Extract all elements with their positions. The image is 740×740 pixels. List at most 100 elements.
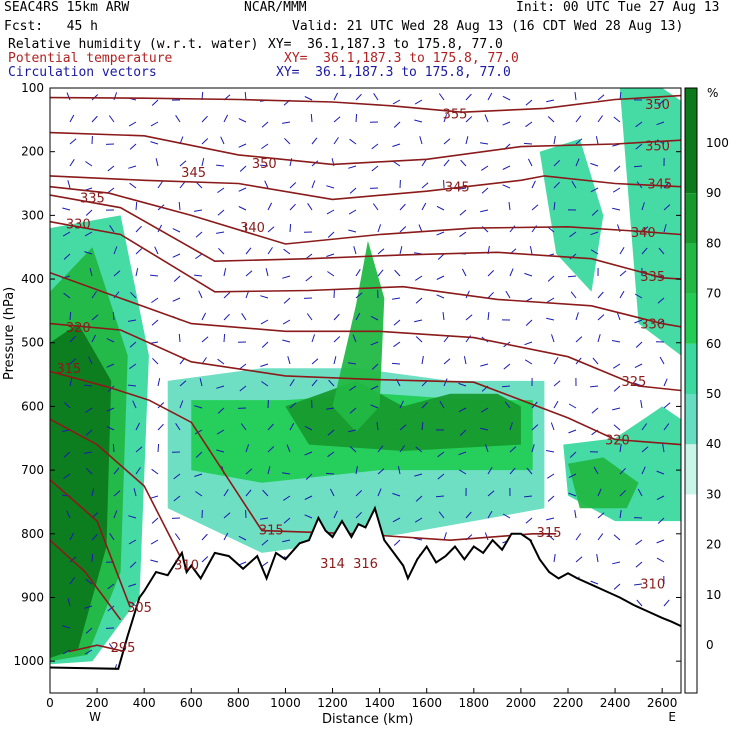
colorbar-bin	[685, 293, 697, 344]
vector-arrow	[484, 532, 489, 541]
vector-arrow	[216, 231, 225, 234]
vector-arrow	[392, 297, 401, 300]
vector-arrow	[641, 446, 649, 453]
vector-arrow	[436, 275, 445, 280]
vector-arrow	[195, 451, 203, 458]
vector-arrow	[265, 268, 269, 277]
vector-arrow	[421, 182, 429, 189]
vector-arrow	[547, 116, 555, 123]
vector-arrow	[311, 137, 318, 145]
theta-label: 335	[80, 192, 105, 207]
vector-arrow	[109, 225, 115, 233]
field-vectors-label: Circulation vectors	[8, 65, 157, 80]
vector-arrow	[393, 539, 401, 546]
vector-arrow	[373, 93, 379, 101]
vector-arrow	[113, 270, 121, 277]
vector-arrow	[129, 363, 137, 370]
vector-arrow	[480, 407, 489, 413]
vector-arrow	[637, 488, 643, 497]
vector-arrow	[663, 224, 667, 233]
vector-arrow	[107, 165, 115, 172]
vector-arrow	[355, 269, 361, 277]
vector-arrow	[267, 226, 275, 233]
vector-arrow	[157, 181, 163, 189]
x-end-label-west: W	[89, 710, 101, 724]
colorbar-tick-label: 30	[706, 487, 721, 501]
vector-arrow	[172, 297, 181, 302]
vector-arrow	[199, 378, 203, 387]
plot-frame	[49, 87, 682, 694]
vector-arrow	[414, 119, 423, 123]
vector-arrow	[62, 429, 71, 432]
vector-arrow	[69, 138, 77, 145]
vector-arrow	[129, 561, 137, 568]
vector-arrow	[568, 473, 577, 479]
vector-arrow	[635, 539, 643, 546]
vector-arrow	[656, 495, 665, 501]
vector-arrow	[619, 444, 622, 453]
vector-arrow	[531, 424, 539, 431]
vector-arrow	[223, 313, 230, 321]
theta-label: 345	[445, 181, 470, 196]
vector-arrow	[443, 335, 450, 343]
vector-arrow	[550, 422, 555, 431]
vector-arrow	[283, 517, 291, 524]
vector-arrow	[547, 473, 555, 479]
theta-isoline-305	[50, 479, 131, 608]
vector-arrow	[421, 356, 424, 365]
terrain-surface-line	[50, 505, 681, 670]
theta-label: 345	[647, 178, 672, 193]
field-rh-label: Relative humidity (w.r.t. water)	[8, 37, 259, 52]
vector-arrow	[129, 182, 137, 189]
vector-arrow	[591, 407, 599, 414]
vector-arrow	[289, 402, 297, 409]
header-init: Init: 00 UTC Tue 27 Aug 13	[516, 0, 720, 15]
vector-arrow	[415, 336, 423, 343]
vector-arrow	[438, 93, 445, 101]
theta-isoline-295	[68, 644, 126, 653]
vector-arrow	[283, 495, 291, 501]
vector-arrow	[415, 275, 423, 281]
vector-arrow	[657, 319, 665, 326]
vector-arrow	[201, 115, 208, 123]
vector-arrow	[201, 312, 207, 321]
vector-arrow	[173, 473, 181, 480]
vector-arrow	[481, 187, 489, 194]
theta-isoline-310	[50, 418, 193, 579]
vector-arrow	[304, 451, 313, 456]
vector-arrow	[633, 165, 643, 168]
vector-arrow	[616, 312, 621, 321]
vector-arrow	[325, 472, 335, 475]
theta-label: 305	[127, 601, 152, 616]
vector-arrow	[487, 291, 494, 299]
vector-arrow	[525, 517, 533, 524]
vector-arrow	[107, 187, 115, 194]
vector-arrow	[283, 297, 291, 304]
vector-arrow	[85, 161, 93, 167]
colorbar-bin	[685, 193, 697, 244]
vector-arrow	[238, 118, 247, 123]
vector-arrow	[505, 290, 511, 299]
vector-arrow	[656, 121, 665, 126]
vector-arrow	[326, 253, 335, 257]
y-tick-label: 600	[21, 399, 44, 413]
vector-arrow	[261, 561, 269, 568]
vector-arrow	[443, 114, 448, 123]
theta-label: 355	[443, 108, 468, 123]
vector-arrow	[304, 96, 313, 101]
vector-arrow	[260, 517, 269, 520]
theta-label: 315	[56, 362, 81, 377]
vector-arrow	[326, 407, 335, 410]
vector-arrow	[223, 532, 229, 541]
vector-arrow	[590, 580, 599, 585]
vector-arrow	[84, 605, 93, 609]
vector-arrow	[135, 467, 141, 475]
x-end-label-east: E	[668, 710, 676, 724]
vector-arrow	[613, 165, 621, 172]
colorbar-bin	[685, 343, 697, 394]
vector-arrow	[109, 533, 115, 541]
vector-arrow	[656, 557, 665, 563]
vector-arrow	[553, 380, 561, 387]
vector-arrow	[641, 202, 645, 211]
vector-arrow	[239, 385, 247, 392]
